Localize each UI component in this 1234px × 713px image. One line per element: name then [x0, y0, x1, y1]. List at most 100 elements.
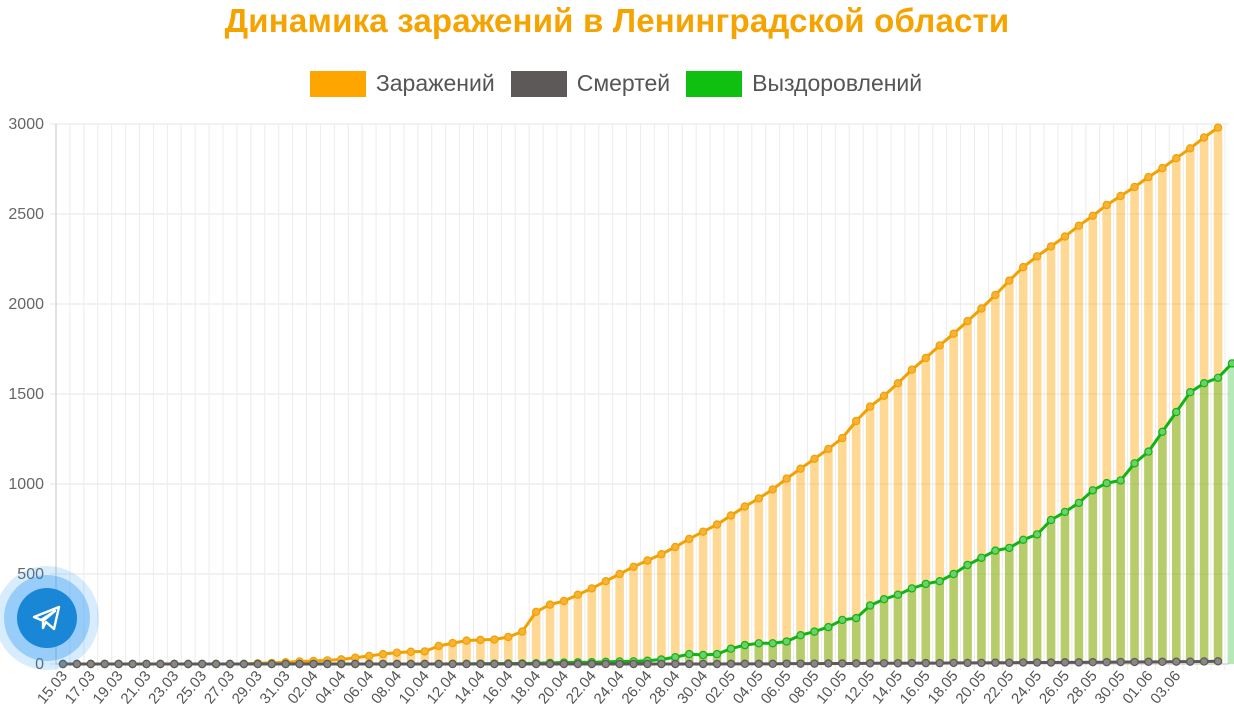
x-tick-label: 21.03: [117, 668, 154, 708]
bar-infections: [1060, 236, 1070, 664]
point-infections: [545, 600, 555, 609]
point-deaths: [86, 659, 95, 669]
point-recoveries: [1005, 543, 1014, 553]
y-tick-label: 2500: [8, 206, 44, 223]
point-infections: [796, 464, 805, 473]
point-infections: [1005, 276, 1014, 285]
bar-infections: [490, 639, 499, 664]
point-infections: [559, 596, 569, 606]
bar-recoveries: [1227, 363, 1234, 664]
point-infections: [531, 607, 541, 617]
bar-infections: [1088, 215, 1098, 665]
point-deaths: [1032, 658, 1042, 667]
bar-infections: [1018, 267, 1028, 664]
x-tick-label: 20.04: [535, 668, 572, 708]
point-infections: [448, 638, 457, 648]
bar-infections: [629, 566, 638, 664]
chart-title: Динамика заражений в Ленинградской облас…: [224, 2, 1010, 39]
point-infections: [462, 636, 471, 645]
bar-recoveries: [879, 599, 889, 664]
point-deaths: [392, 659, 402, 669]
bar-recoveries: [810, 631, 819, 664]
point-infections: [1088, 211, 1097, 220]
bar-recoveries: [1102, 483, 1112, 664]
point-deaths: [518, 659, 527, 669]
point-deaths: [1186, 657, 1195, 666]
point-recoveries: [712, 649, 722, 659]
bar-infections: [378, 654, 388, 664]
point-deaths: [1074, 658, 1084, 667]
point-deaths: [587, 659, 596, 669]
x-tick-label: 02.04: [284, 668, 321, 708]
point-infections: [1158, 163, 1167, 173]
bar-infections: [1199, 137, 1209, 664]
x-tick-label: 19.03: [90, 668, 127, 708]
point-recoveries: [991, 546, 1000, 555]
bar-infections: [1213, 127, 1223, 665]
point-deaths: [810, 659, 819, 668]
point-deaths: [629, 659, 638, 669]
legend-swatch-infections: [309, 70, 366, 97]
bar-infections: [1102, 205, 1112, 664]
point-infections: [1130, 182, 1139, 192]
point-recoveries: [852, 613, 861, 623]
point-infections: [1019, 262, 1028, 272]
bar-infections: [1032, 256, 1042, 664]
point-recoveries: [977, 553, 986, 563]
point-recoveries: [768, 639, 777, 648]
bar-infections: [726, 515, 736, 664]
bar-recoveries: [963, 565, 972, 664]
y-tick-label: 500: [17, 566, 44, 583]
bar-recoveries: [1116, 480, 1125, 664]
point-deaths: [184, 659, 193, 669]
bar-recoveries: [782, 641, 791, 664]
bar-infections: [837, 438, 847, 664]
bar-recoveries: [1060, 511, 1070, 664]
point-recoveries: [1172, 407, 1181, 417]
x-tick-label: 18.05: [925, 668, 962, 708]
legend-item-infections[interactable]: Заражений: [309, 70, 495, 97]
x-tick-label: 20.05: [952, 668, 989, 708]
point-deaths: [1199, 657, 1209, 666]
point-recoveries: [1102, 478, 1111, 488]
point-deaths: [977, 658, 986, 668]
bar-infections: [698, 531, 708, 664]
point-recoveries: [1060, 507, 1070, 517]
x-tick-label: 04.04: [312, 668, 349, 708]
bar-recoveries: [865, 605, 875, 664]
point-recoveries: [1019, 535, 1028, 545]
bar-infections: [949, 333, 958, 664]
point-deaths: [671, 659, 680, 669]
point-deaths: [197, 659, 207, 669]
point-deaths: [156, 659, 165, 669]
point-deaths: [211, 659, 221, 669]
legend-item-deaths[interactable]: Смертей: [510, 70, 670, 97]
bar-infections: [476, 639, 485, 664]
bar-recoveries: [1018, 539, 1028, 664]
point-infections: [726, 511, 736, 520]
x-tick-label: 08.05: [785, 668, 822, 708]
y-tick-label: 0: [35, 656, 44, 673]
bar-infections: [392, 652, 402, 664]
telegram-button[interactable]: [17, 588, 77, 648]
bar-recoveries: [1032, 534, 1042, 664]
y-tick-label: 1500: [8, 386, 44, 403]
point-infections: [768, 485, 777, 494]
point-recoveries: [893, 590, 903, 599]
point-infections: [685, 534, 694, 544]
point-infections: [1144, 172, 1153, 182]
x-tick-label: 28.04: [646, 668, 683, 708]
point-infections: [921, 353, 930, 363]
bar-recoveries: [796, 635, 805, 664]
bar-recoveries: [1158, 431, 1167, 664]
point-infections: [893, 379, 903, 388]
x-tick-label: 14.04: [451, 668, 488, 708]
point-infections: [852, 416, 861, 426]
point-deaths: [712, 659, 722, 669]
legend-label-infections: Заражений: [375, 70, 495, 96]
point-deaths: [1088, 658, 1097, 667]
bar-infections: [865, 406, 875, 664]
y-tick-label: 1000: [8, 476, 44, 493]
legend-item-recoveries[interactable]: Выздоровлений: [686, 70, 922, 97]
point-infections: [949, 329, 958, 338]
